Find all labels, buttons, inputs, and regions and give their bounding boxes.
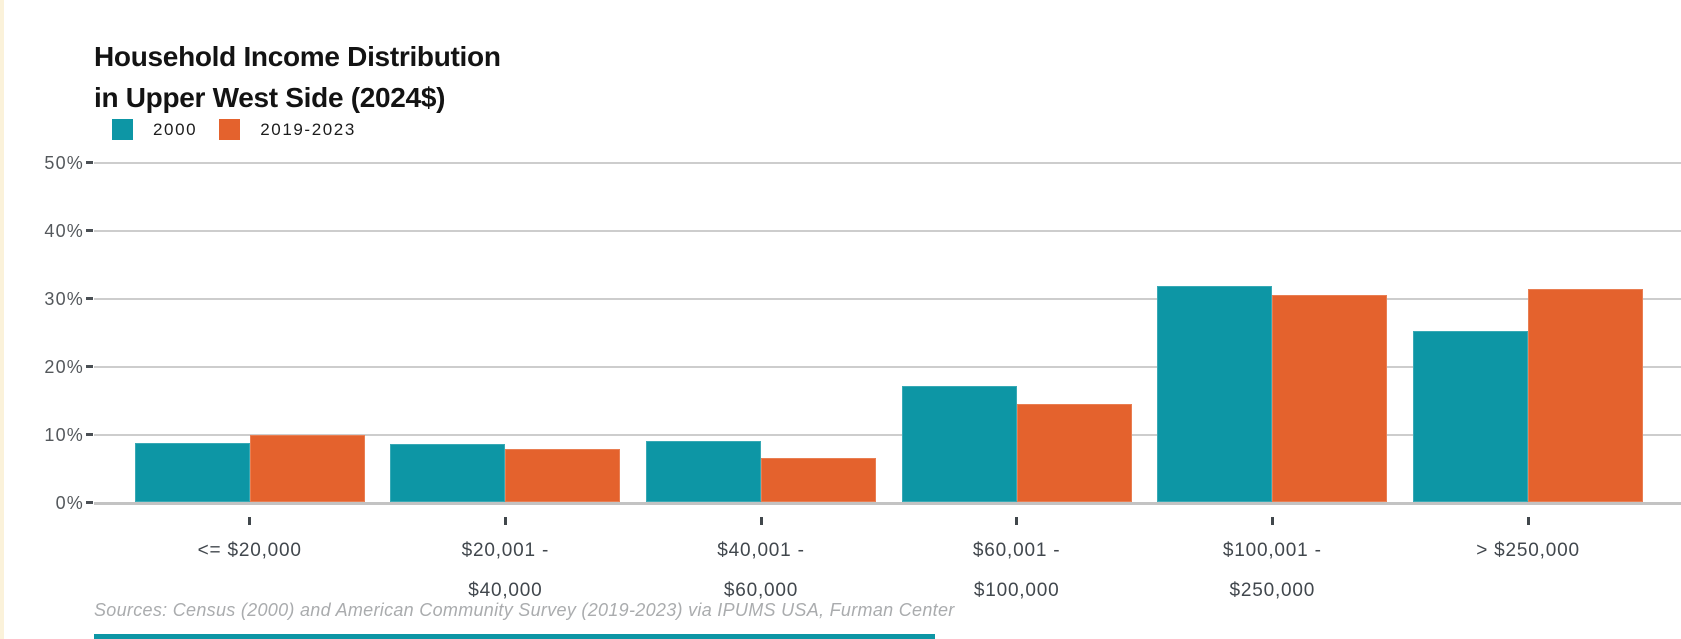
- x-axis-label-line: $100,001 -: [1222, 540, 1322, 561]
- x-axis-label-cat4: $60,001 - $100,000: [877, 531, 1157, 611]
- page-edge-strip: [0, 0, 4, 639]
- y-axis-tick-40%: [86, 229, 93, 232]
- legend: 2000 2019-2023: [112, 119, 356, 140]
- x-axis-label-cat2: $20,001 - $40,000: [365, 531, 645, 611]
- x-axis-tick-cat6: [1526, 517, 1530, 525]
- x-axis-label-cat5: $100,001 - $250,000: [1132, 531, 1412, 611]
- y-axis-label-30%: 30%: [44, 289, 84, 309]
- x-axis-tick-cat4: [1015, 517, 1019, 525]
- gridline-20%: [94, 366, 1681, 368]
- gridline-10%: [94, 434, 1681, 436]
- x-axis-label-line: > $250,000: [1476, 540, 1580, 561]
- bar-2000-cat5[interactable]: [1157, 286, 1273, 502]
- x-axis-label-line: $100,000: [973, 580, 1060, 601]
- chart-title-line2: in Upper West Side (2024$): [94, 82, 446, 113]
- legend-swatch-2000-icon: [112, 119, 133, 140]
- y-axis-label-0%: 0%: [55, 493, 84, 513]
- bar-2019-2023-cat1[interactable]: [249, 435, 365, 502]
- y-axis-label-20%: 20%: [44, 357, 84, 377]
- x-axis-label-line: $20,001 -: [461, 540, 550, 561]
- bar-2000-cat3[interactable]: [646, 441, 762, 502]
- sources-note: Sources: Census (2000) and American Comm…: [94, 600, 955, 620]
- x-axis-label-cat1: <= $20,000: [110, 531, 390, 571]
- y-axis-tick-50%: [86, 161, 93, 164]
- chart-title: Household Income Distribution in Upper W…: [94, 36, 501, 118]
- x-axis-tick-cat1: [248, 517, 252, 525]
- x-axis-line: [94, 502, 1681, 505]
- bar-2019-2023-cat5[interactable]: [1272, 294, 1388, 502]
- y-axis-label-40%: 40%: [44, 221, 84, 241]
- gridline-30%: [94, 298, 1681, 300]
- bar-2000-cat6[interactable]: [1413, 330, 1528, 502]
- y-axis-label-50%: 50%: [44, 153, 84, 173]
- bar-2000-cat1[interactable]: [134, 442, 250, 502]
- legend-item-2000[interactable]: 2000: [112, 119, 197, 140]
- gridline-40%: [94, 230, 1681, 232]
- gridline-50%: [94, 162, 1681, 164]
- x-axis-label-line: $60,001 -: [972, 540, 1061, 561]
- legend-label-2019-2023: 2019-2023: [260, 119, 356, 139]
- bar-2019-2023-cat6[interactable]: [1528, 289, 1643, 502]
- y-axis-tick-20%: [86, 365, 93, 368]
- next-section-peek-strip: [94, 634, 935, 639]
- chart-title-line1: Household Income Distribution: [94, 41, 501, 72]
- plot-area: [94, 162, 1681, 505]
- x-axis-label-cat6: > $250,000: [1388, 531, 1668, 571]
- y-axis-tick-30%: [86, 297, 93, 300]
- legend-label-2000: 2000: [153, 119, 198, 139]
- y-axis-tick-10%: [86, 433, 93, 436]
- bar-2019-2023-cat4[interactable]: [1016, 404, 1132, 502]
- y-axis-label-10%: 10%: [44, 425, 84, 445]
- y-axis-tick-0%: [86, 501, 93, 504]
- bar-2000-cat2[interactable]: [390, 443, 506, 502]
- x-axis-label-line: $40,001 -: [717, 540, 805, 561]
- legend-item-2019-2023[interactable]: 2019-2023: [219, 119, 356, 140]
- bar-2019-2023-cat3[interactable]: [761, 458, 877, 502]
- x-axis-tick-cat2: [503, 517, 507, 525]
- x-axis-label-cat3: $40,001 - $60,000: [621, 531, 901, 611]
- legend-swatch-2019-2023-icon: [219, 119, 241, 140]
- x-axis-label-line: <= $20,000: [197, 540, 302, 561]
- x-axis-label-line: $250,000: [1229, 580, 1316, 601]
- x-axis-tick-cat5: [1270, 517, 1274, 525]
- x-axis-label-line: $40,000: [468, 580, 543, 601]
- x-axis-tick-cat3: [759, 517, 763, 525]
- x-axis-label-line: $60,000: [723, 580, 799, 601]
- bar-2000-cat4[interactable]: [901, 386, 1017, 502]
- bar-2019-2023-cat2[interactable]: [505, 448, 621, 502]
